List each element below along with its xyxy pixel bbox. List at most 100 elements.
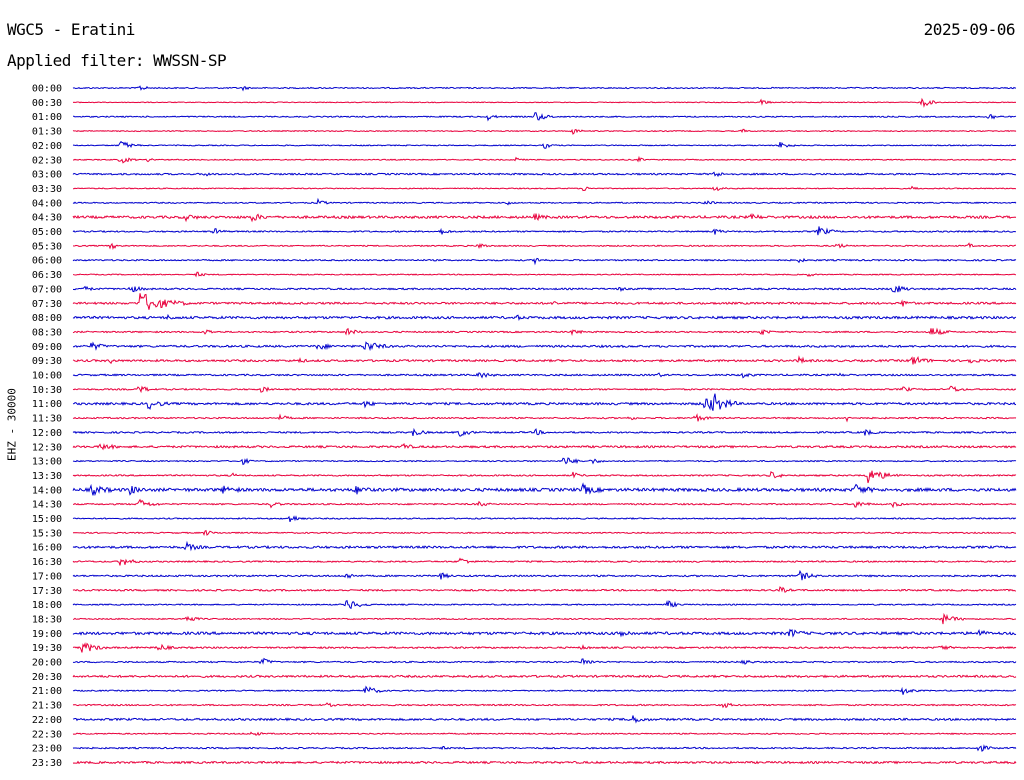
trace-line xyxy=(72,140,1017,149)
time-label: 01:30 xyxy=(32,127,62,138)
trace-line xyxy=(72,393,1017,411)
trace-line xyxy=(72,85,1017,92)
trace-line xyxy=(72,197,1017,206)
time-label: 03:30 xyxy=(32,184,62,195)
trace-line xyxy=(72,586,1017,593)
time-label: 13:30 xyxy=(32,471,62,482)
time-label: 12:00 xyxy=(32,428,62,439)
trace-line xyxy=(72,427,1017,437)
time-label: 17:30 xyxy=(32,586,62,597)
trace-line xyxy=(72,482,1017,497)
time-label: 07:30 xyxy=(32,299,62,310)
trace-line xyxy=(72,457,1017,466)
time-label: 09:00 xyxy=(32,342,62,353)
trace-line xyxy=(72,128,1017,135)
trace-line xyxy=(72,657,1017,666)
time-label: 15:30 xyxy=(32,528,62,539)
trace-line xyxy=(72,293,1017,310)
time-label: 22:00 xyxy=(32,715,62,726)
time-label: 05:30 xyxy=(32,241,62,252)
date-label: 2025-09-06 xyxy=(923,20,1016,39)
trace-line xyxy=(72,271,1017,278)
trace-line xyxy=(72,212,1017,223)
trace-line xyxy=(72,612,1017,625)
trace-line xyxy=(72,599,1017,610)
time-label: 20:30 xyxy=(32,672,62,683)
time-label: 21:30 xyxy=(32,701,62,712)
time-label: 15:00 xyxy=(32,514,62,525)
trace-line xyxy=(72,327,1017,336)
time-label: 18:00 xyxy=(32,600,62,611)
time-label: 00:30 xyxy=(32,98,62,109)
time-label: 04:00 xyxy=(32,198,62,209)
time-label: 11:30 xyxy=(32,414,62,425)
trace-line xyxy=(72,702,1017,709)
trace-line xyxy=(72,744,1017,752)
trace-line xyxy=(72,442,1017,451)
time-label: 21:00 xyxy=(32,686,62,697)
trace-line xyxy=(72,97,1017,108)
time-label: 20:00 xyxy=(32,658,62,669)
time-label: 11:00 xyxy=(32,399,62,410)
time-label: 14:00 xyxy=(32,485,62,496)
time-label: 08:00 xyxy=(32,313,62,324)
time-label: 06:00 xyxy=(32,256,62,267)
time-label: 04:30 xyxy=(32,213,62,224)
time-label: 23:30 xyxy=(32,758,62,769)
trace-line xyxy=(72,685,1017,695)
time-label: 10:00 xyxy=(32,371,62,382)
time-label: 19:00 xyxy=(32,629,62,640)
time-label: 09:30 xyxy=(32,356,62,367)
time-label: 02:00 xyxy=(32,141,62,152)
trace-line xyxy=(72,155,1017,164)
trace-line xyxy=(72,515,1017,523)
time-label: 07:00 xyxy=(32,284,62,295)
trace-line xyxy=(72,557,1017,566)
time-label: 16:30 xyxy=(32,557,62,568)
time-label: 01:00 xyxy=(32,112,62,123)
time-label: 14:30 xyxy=(32,500,62,511)
time-label: 22:30 xyxy=(32,729,62,740)
trace-line xyxy=(72,642,1017,653)
trace-line xyxy=(72,372,1017,379)
time-label: 17:00 xyxy=(32,571,62,582)
trace-line xyxy=(72,185,1017,192)
trace-line xyxy=(72,731,1017,736)
time-label: 08:30 xyxy=(32,327,62,338)
filter-label: Applied filter: WWSSN-SP xyxy=(7,51,227,70)
time-label: 00:00 xyxy=(32,84,62,95)
time-label: 19:30 xyxy=(32,643,62,654)
trace-line xyxy=(72,413,1017,423)
trace-line xyxy=(72,540,1017,552)
time-label: 23:00 xyxy=(32,744,62,755)
trace-line xyxy=(72,760,1017,765)
trace-line xyxy=(72,171,1017,178)
trace-line xyxy=(72,112,1017,122)
time-label: 10:30 xyxy=(32,385,62,396)
time-label: 03:00 xyxy=(32,170,62,181)
trace-line xyxy=(72,529,1017,537)
time-label: 18:30 xyxy=(32,614,62,625)
trace-line xyxy=(72,498,1017,509)
trace-line xyxy=(72,355,1017,365)
time-label: 13:00 xyxy=(32,457,62,468)
time-label: 06:30 xyxy=(32,270,62,281)
trace-line xyxy=(72,341,1017,352)
time-label: 05:00 xyxy=(32,227,62,238)
station-title: WGC5 - Eratini xyxy=(7,20,135,39)
time-label: 12:30 xyxy=(32,442,62,453)
trace-line xyxy=(72,470,1017,484)
trace-line xyxy=(72,628,1017,638)
trace-line xyxy=(72,257,1017,266)
trace-line xyxy=(72,385,1017,394)
trace-line xyxy=(72,715,1017,724)
trace-line xyxy=(72,242,1017,251)
trace-line xyxy=(72,313,1017,322)
time-label: 02:30 xyxy=(32,155,62,166)
trace-line xyxy=(72,569,1017,581)
trace-line xyxy=(72,285,1017,293)
trace-line xyxy=(72,226,1017,236)
time-label: 16:00 xyxy=(32,543,62,554)
trace-line xyxy=(72,674,1017,679)
